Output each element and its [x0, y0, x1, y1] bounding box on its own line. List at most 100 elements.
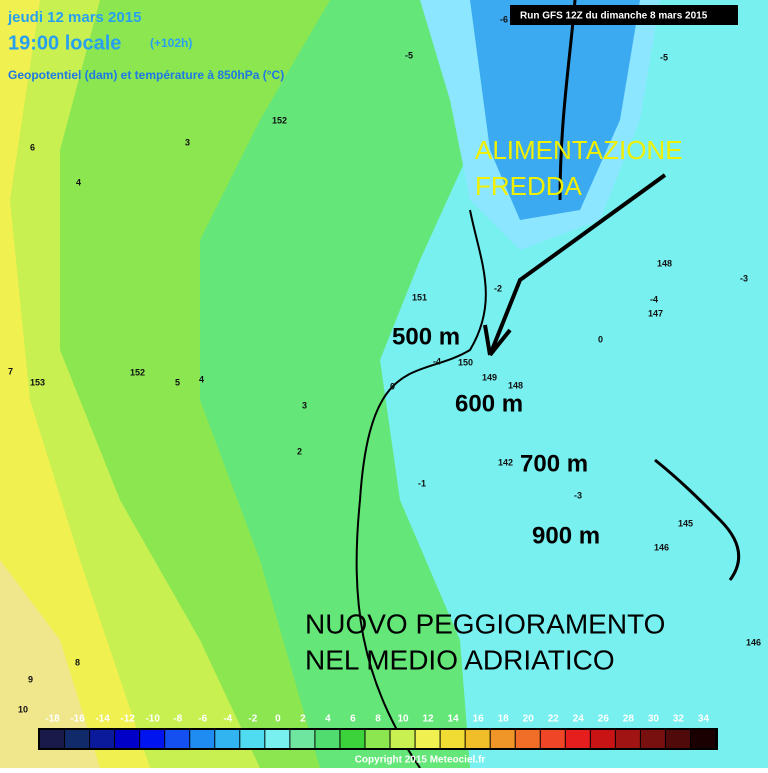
copyright: Copyright 2015 Meteociel.fr	[355, 755, 486, 766]
contour-label: 6	[30, 142, 35, 152]
contour-label: 149	[482, 372, 497, 382]
colorbar-swatch	[90, 730, 115, 748]
colorbar-swatch	[615, 730, 640, 748]
colorbar-label: 20	[523, 714, 535, 725]
colorbar-label: 32	[673, 714, 685, 725]
contour-label: 7	[8, 366, 13, 376]
contour-label: 5	[175, 377, 180, 387]
contour-label: 0	[390, 381, 395, 391]
colorbar-swatch	[690, 730, 715, 748]
contour-label: 8	[75, 657, 80, 667]
colorbar-swatch	[190, 730, 215, 748]
colorbar-swatch	[665, 730, 690, 748]
contour-label: -3	[740, 273, 748, 283]
colorbar-swatch	[290, 730, 315, 748]
arrow	[483, 173, 667, 357]
feed-line: FREDDA	[475, 171, 583, 201]
headline: NEL MEDIO ADRIATICO	[305, 644, 615, 675]
contour-label: -1	[418, 478, 426, 488]
coastline	[654, 458, 741, 581]
contour-label: 148	[657, 258, 672, 268]
contour-label: 4	[199, 374, 204, 384]
map-labels: 153 152 151 150 149 148 147 146 145 142 5 4 3 2 0 -1 -2 -…	[8, 14, 761, 714]
colorbar-swatch	[65, 730, 90, 748]
contour-label: 10	[18, 704, 28, 714]
contour-label: -5	[405, 50, 413, 60]
colorbar-swatch	[565, 730, 590, 748]
time: 19:00 locale	[8, 32, 121, 54]
colorbar-label: 26	[598, 714, 610, 725]
contour-label: 4	[76, 177, 81, 187]
zone-pale	[0, 560, 100, 768]
colorbar-swatch	[490, 730, 515, 748]
colorbar-label: 0	[275, 714, 281, 725]
colorbar-swatch	[315, 730, 340, 748]
colorbar-label: 34	[698, 714, 710, 725]
colorbar-label: 22	[548, 714, 560, 725]
colorbar-label: 4	[325, 714, 331, 725]
run-box	[510, 5, 738, 25]
height-label: 500 m	[392, 323, 460, 350]
contour-label: -2	[494, 283, 502, 293]
contour-label: -3	[574, 490, 582, 500]
colorbar-label: 14	[448, 714, 460, 725]
contour-label: 142	[498, 457, 513, 467]
colorbar-swatch	[415, 730, 440, 748]
colorbar-swatch	[440, 730, 465, 748]
colorbar-swatch	[540, 730, 565, 748]
colorbar-label: -2	[248, 714, 257, 725]
colorbar-label: 18	[498, 714, 510, 725]
contour-label: 150	[458, 357, 473, 367]
contour-label: 3	[302, 400, 307, 410]
colorbar-label: 24	[573, 714, 585, 725]
colorbar-swatch	[165, 730, 190, 748]
contour-label: 152	[272, 115, 287, 125]
feed-line: ALIMENTAZIONE	[475, 135, 683, 165]
contour-label: -5	[660, 52, 668, 62]
contour-label: 0	[598, 334, 603, 344]
contour-label: 146	[746, 637, 761, 647]
colorbar-swatch	[265, 730, 290, 748]
contour-label: -4	[650, 294, 658, 304]
contour-label: 148	[508, 380, 523, 390]
zone-blue	[470, 0, 640, 220]
offset: (+102h)	[150, 36, 192, 50]
colorbar-swatch	[515, 730, 540, 748]
field: Geopotentiel (dam) et température à 850h…	[8, 68, 284, 82]
contour-label: 146	[654, 542, 669, 552]
zone-yellow	[0, 0, 150, 768]
colorbar-swatch	[590, 730, 615, 748]
colorbar-swatch	[140, 730, 165, 748]
contour-label: -4	[433, 356, 441, 366]
colorbar-swatch	[240, 730, 265, 748]
contour-label: -6	[500, 14, 508, 24]
contour-label: 152	[130, 367, 145, 377]
run: Run GFS 12Z du dimanche 8 mars 2015	[520, 11, 708, 22]
colorbar-label: 2	[300, 714, 306, 725]
contour-label: 145	[678, 518, 693, 528]
colorbar-swatch	[115, 730, 140, 748]
colorbar-label: 16	[473, 714, 485, 725]
height-label: 900 m	[532, 522, 600, 549]
isotherm	[355, 209, 487, 769]
height-label: 600 m	[455, 390, 523, 417]
colorbar-label: -16	[70, 714, 85, 725]
colorbar-label: 28	[623, 714, 635, 725]
contour-label: 9	[28, 674, 33, 684]
height-label: 700 m	[520, 450, 588, 477]
contour-label: 2	[297, 446, 302, 456]
colorbar-swatch	[40, 730, 65, 748]
colorbar-label: -10	[145, 714, 160, 725]
colorbar-swatch	[215, 730, 240, 748]
contour-label: 147	[648, 308, 663, 318]
contour-label: 153	[30, 377, 45, 387]
contour-label: 151	[412, 292, 427, 302]
colorbar-swatch	[640, 730, 665, 748]
headline: NUOVO PEGGIORAMENTO	[305, 608, 665, 639]
colorbar-swatch	[340, 730, 365, 748]
colorbar-label: 8	[375, 714, 381, 725]
colorbar-label: 10	[397, 714, 409, 725]
colorbar-label: -8	[173, 714, 182, 725]
date: jeudi 12 mars 2015	[7, 9, 141, 26]
